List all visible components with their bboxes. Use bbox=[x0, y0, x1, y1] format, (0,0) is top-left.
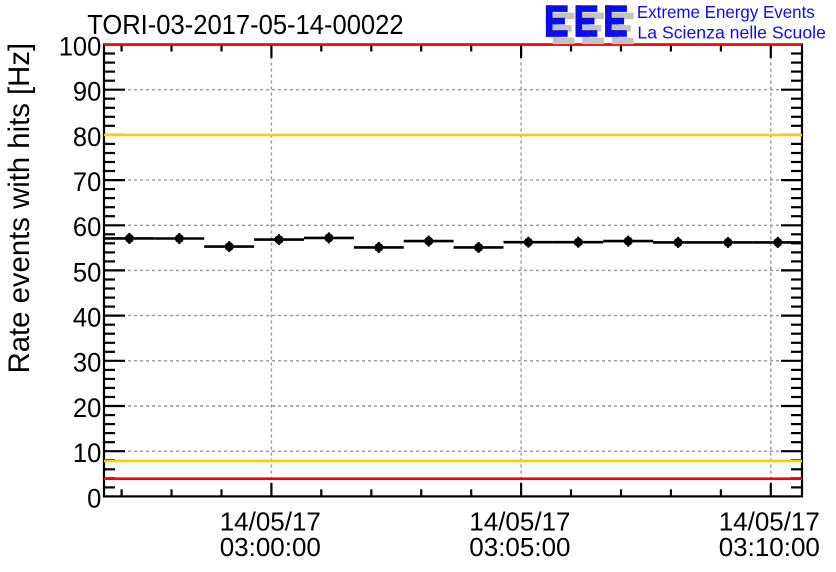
svg-text:60: 60 bbox=[73, 212, 101, 242]
svg-text:03:10:00: 03:10:00 bbox=[719, 532, 820, 562]
svg-text:Extreme Energy Events: Extreme Energy Events bbox=[637, 2, 815, 22]
svg-text:14/05/17: 14/05/17 bbox=[220, 506, 321, 536]
svg-text:TORI-03-2017-05-14-00022: TORI-03-2017-05-14-00022 bbox=[87, 9, 403, 40]
svg-text:14/05/17: 14/05/17 bbox=[469, 506, 570, 536]
svg-text:50: 50 bbox=[73, 257, 101, 287]
svg-text:03:00:00: 03:00:00 bbox=[220, 532, 321, 562]
svg-text:0: 0 bbox=[87, 483, 101, 513]
svg-text:Rate events with hits [Hz]: Rate events with hits [Hz] bbox=[3, 43, 36, 374]
svg-text:40: 40 bbox=[73, 303, 101, 333]
svg-text:100: 100 bbox=[59, 31, 102, 61]
svg-text:03:05:00: 03:05:00 bbox=[469, 532, 570, 562]
svg-text:La Scienza nelle Scuole: La Scienza nelle Scuole bbox=[637, 22, 826, 42]
svg-text:20: 20 bbox=[73, 393, 101, 423]
svg-text:10: 10 bbox=[73, 438, 101, 468]
svg-text:80: 80 bbox=[73, 122, 101, 152]
svg-text:14/05/17: 14/05/17 bbox=[719, 506, 820, 536]
svg-text:30: 30 bbox=[73, 348, 101, 378]
svg-text:70: 70 bbox=[73, 167, 101, 197]
svg-text:90: 90 bbox=[73, 77, 101, 107]
